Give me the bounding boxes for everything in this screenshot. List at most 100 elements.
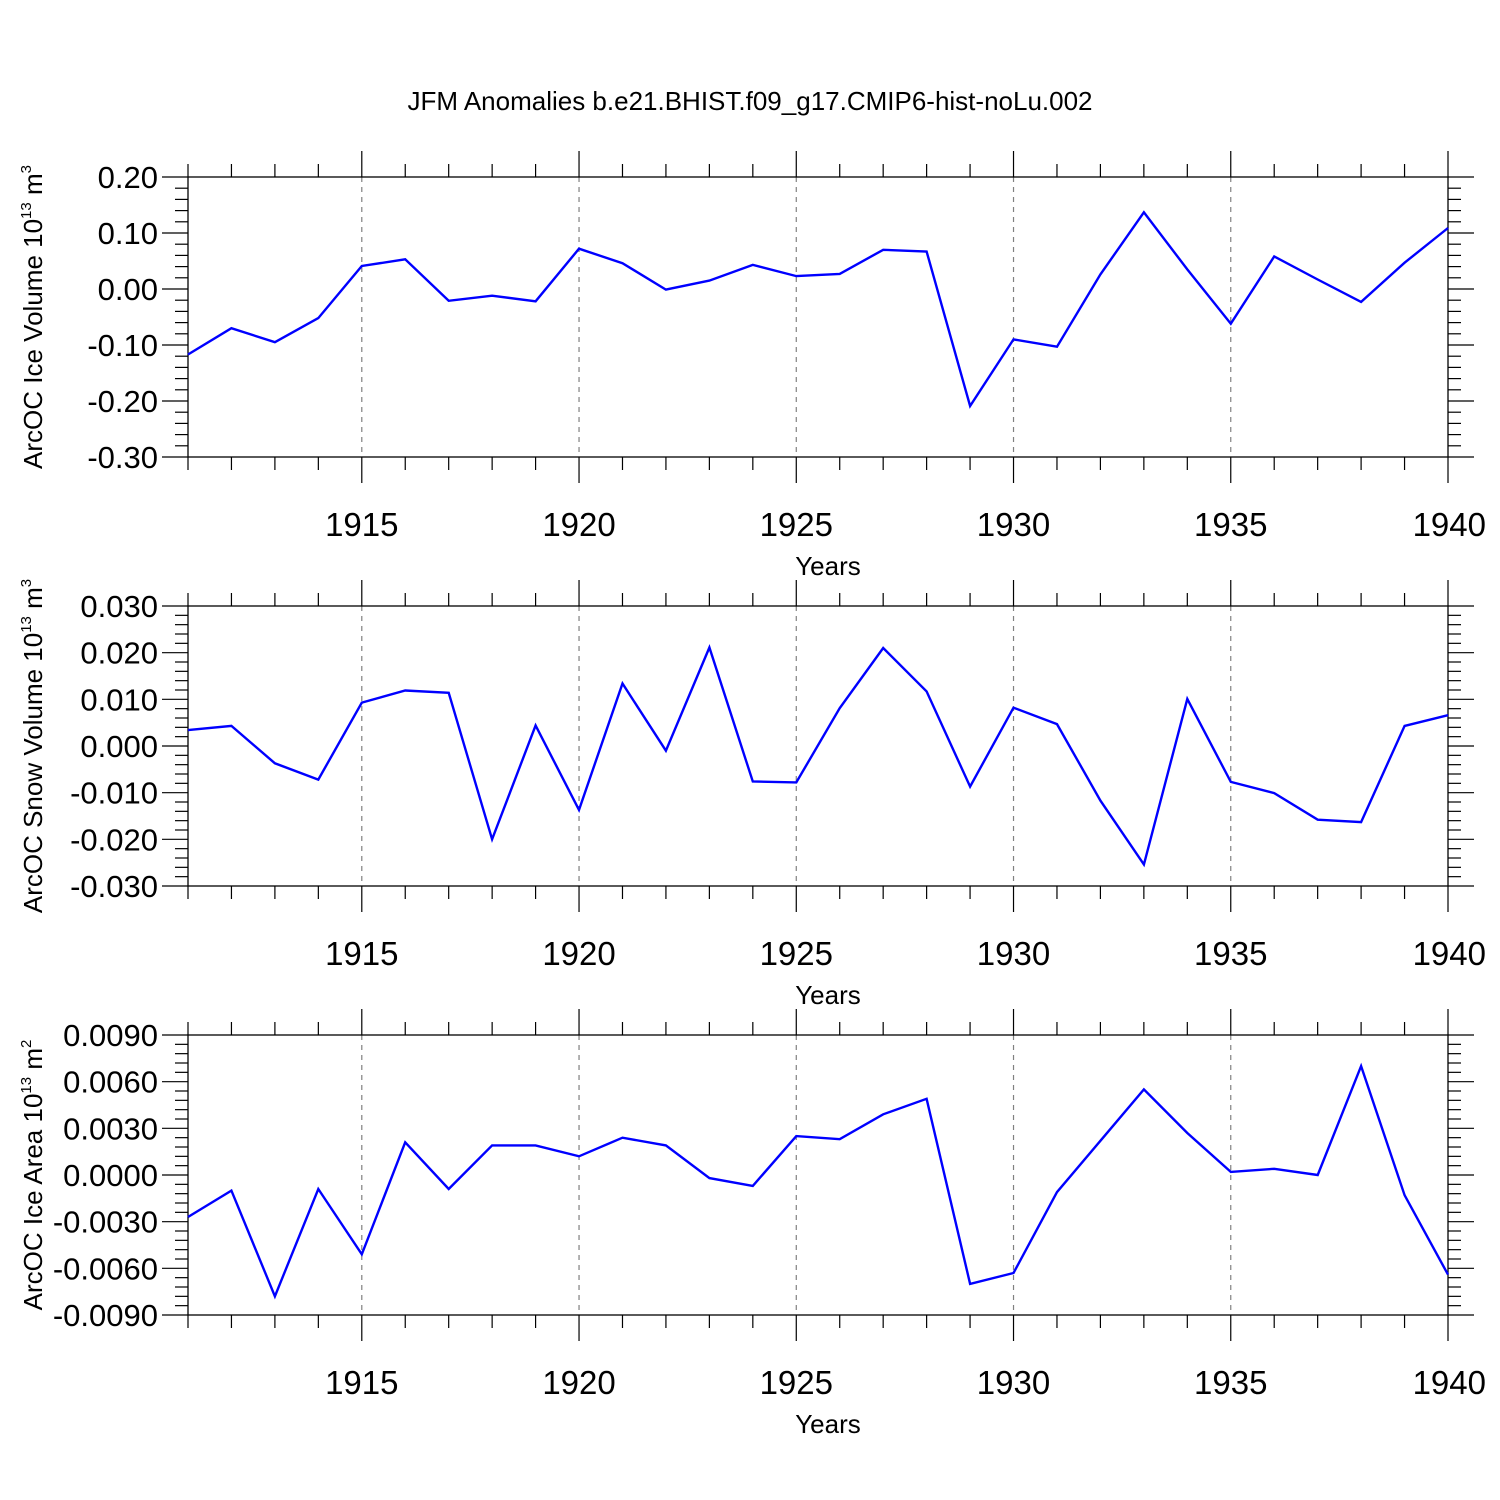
x-tick-label: 1925 <box>760 506 833 543</box>
data-point <box>1055 345 1059 349</box>
data-point <box>273 761 277 765</box>
data-point <box>664 288 668 292</box>
data-point <box>968 404 972 408</box>
data-point <box>838 706 842 710</box>
x-tick-label: 1915 <box>325 506 398 543</box>
y-axis-label: ArcOC Ice Area 1013 m2 <box>18 1040 48 1311</box>
data-point <box>707 1176 711 1180</box>
data-point <box>1012 706 1016 710</box>
x-tick-label: 1920 <box>542 1364 615 1401</box>
x-tick-label: 1930 <box>977 935 1050 972</box>
y-axis-label-unit: m <box>18 1048 48 1077</box>
x-axis-label: Years <box>795 980 861 1010</box>
y-tick-label: 0.020 <box>80 636 158 671</box>
data-point <box>1272 255 1276 259</box>
y-tick-label: 0.010 <box>80 682 158 717</box>
data-point <box>403 257 407 261</box>
data-point <box>447 691 451 695</box>
plot-frame <box>187 1034 1449 1316</box>
x-tick-label: 1930 <box>977 506 1050 543</box>
y-tick-label: -0.30 <box>87 440 158 475</box>
data-point <box>360 701 364 705</box>
panel-snow-volume: -0.030 -0.020 -0.010 0.000 0.010 0.020 0.030 19… <box>18 579 1486 1010</box>
data-point <box>577 808 581 812</box>
data-point <box>1055 1190 1059 1194</box>
x-tick-label: 1935 <box>1194 1364 1267 1401</box>
data-point <box>1229 1170 1233 1174</box>
data-point <box>534 299 538 303</box>
data-point <box>1446 1273 1450 1277</box>
y-tick-label: 0.00 <box>98 272 158 307</box>
series-line-ice-volume <box>187 210 1449 409</box>
data-point <box>403 1140 407 1144</box>
y-tick-label: -0.20 <box>87 384 158 419</box>
data-point <box>1185 267 1189 271</box>
x-tick-label: 1930 <box>977 1364 1050 1401</box>
data-point <box>447 1187 451 1191</box>
y-tick-label: -0.030 <box>70 869 158 904</box>
data-point <box>490 294 494 298</box>
data-point <box>360 264 364 268</box>
y-tick-label: 0.0060 <box>63 1065 158 1100</box>
x-tick-label: 1925 <box>760 1364 833 1401</box>
y-axis-label: ArcOC Snow Volume 1013 m3 <box>18 579 48 913</box>
data-point <box>751 779 755 783</box>
y-axis-label-unit: m <box>18 587 48 616</box>
data-point <box>490 1143 494 1147</box>
data-point <box>1098 1139 1102 1143</box>
data-point <box>925 249 929 253</box>
data-point <box>1316 818 1320 822</box>
data-point <box>838 1137 842 1141</box>
data-point <box>534 1143 538 1147</box>
data-point <box>229 724 233 728</box>
data-point <box>925 1097 929 1101</box>
data-point <box>1446 226 1450 230</box>
data-point <box>664 749 668 753</box>
data-point <box>1272 1167 1276 1171</box>
data-point <box>1316 277 1320 281</box>
y-tick-label: -0.020 <box>70 822 158 857</box>
y-tick-label: 0.0030 <box>63 1111 158 1146</box>
y-tick-label: -0.0030 <box>53 1205 158 1240</box>
x-tick-label: 1915 <box>325 1364 398 1401</box>
data-point <box>925 689 929 693</box>
panel-ice-volume: -0.30 -0.20 -0.10 0.00 0.10 0.20 1915 1920 1925 1… <box>18 151 1486 581</box>
y-axis-label-exponent: 13 <box>18 616 35 633</box>
y-tick-label: 0.10 <box>98 216 158 251</box>
y-axis-label-main: ArcOC Ice Volume 10 <box>18 219 48 469</box>
data-point <box>751 1184 755 1188</box>
chart-title: JFM Anomalies b.e21.BHIST.f09_g17.CMIP6-… <box>407 86 1092 116</box>
y-tick-label: -0.010 <box>70 776 158 811</box>
data-point <box>1403 1193 1407 1197</box>
data-point <box>881 1112 885 1116</box>
data-point <box>1403 261 1407 265</box>
data-point <box>620 681 624 685</box>
data-point <box>186 728 190 732</box>
x-tick-label: 1925 <box>760 935 833 972</box>
y-axis-label-exponent: 13 <box>18 1077 35 1094</box>
x-tick-label: 1940 <box>1413 506 1486 543</box>
data-point <box>838 272 842 276</box>
data-point <box>490 837 494 841</box>
y-tick-label: -0.0090 <box>53 1298 158 1333</box>
x-tick-label: 1935 <box>1194 506 1267 543</box>
data-point <box>403 688 407 692</box>
data-point <box>534 723 538 727</box>
y-tick-label: -0.10 <box>87 328 158 363</box>
data-point <box>1229 780 1233 784</box>
data-point <box>1142 210 1146 214</box>
data-point <box>316 1187 320 1191</box>
series-line-ice-area <box>187 1062 1450 1300</box>
data-point <box>707 279 711 283</box>
data-point <box>273 340 277 344</box>
data-point <box>186 353 190 357</box>
x-tick-label: 1935 <box>1194 935 1267 972</box>
data-point <box>1446 713 1450 717</box>
x-tick-label: 1920 <box>542 506 615 543</box>
x-tick-label: 1940 <box>1413 1364 1486 1401</box>
plot-frame <box>187 176 1449 458</box>
y-tick-label: 0.0090 <box>63 1018 158 1053</box>
data-point <box>1359 1064 1363 1068</box>
y-axis-label-unit-exponent: 3 <box>18 165 35 173</box>
